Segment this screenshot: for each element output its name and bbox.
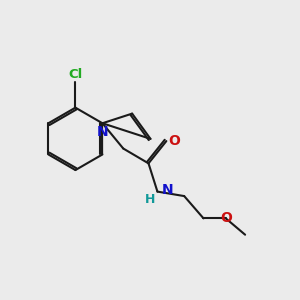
Text: H: H	[145, 194, 155, 206]
Text: Cl: Cl	[68, 68, 83, 81]
Text: O: O	[220, 212, 232, 225]
Text: O: O	[169, 134, 181, 148]
Text: N: N	[97, 125, 108, 139]
Text: N: N	[162, 183, 173, 197]
